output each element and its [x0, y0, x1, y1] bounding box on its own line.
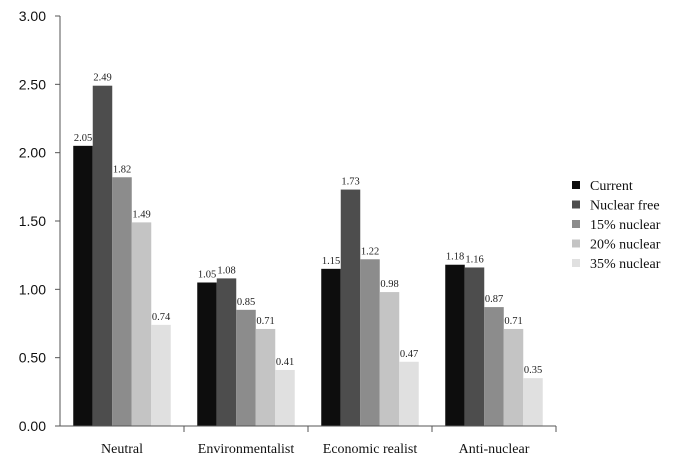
data-label: 0.71: [256, 316, 274, 327]
y-tick-label: 3.00: [19, 8, 46, 24]
y-axis: 0.00 0.50 1.00 1.50 2.00 2.50 3.00: [19, 8, 61, 434]
data-label: 1.73: [341, 177, 359, 188]
bar: [92, 85, 113, 426]
data-label: 0.71: [504, 316, 522, 327]
bar: [360, 259, 380, 426]
legend-swatch: [572, 200, 580, 209]
data-label: 1.22: [361, 246, 379, 257]
bar: [236, 309, 256, 426]
bar: [112, 177, 132, 426]
bar: [484, 307, 504, 426]
data-label: 0.87: [485, 294, 503, 305]
data-label: 0.74: [152, 312, 171, 323]
x-category-label: Economic realist: [323, 442, 418, 457]
data-label: 0.47: [400, 349, 418, 360]
bar: [340, 189, 361, 426]
data-label: 1.82: [113, 164, 131, 175]
y-tick-label: 0.50: [19, 350, 46, 366]
legend-label: 20% nuclear: [590, 238, 661, 253]
bar: [523, 378, 543, 426]
legend-swatch: [572, 220, 580, 228]
legend-label: 15% nuclear: [590, 218, 661, 233]
data-label: 1.18: [446, 252, 464, 263]
bar: [464, 267, 485, 426]
legend-label: Current: [590, 179, 633, 194]
data-label: 1.08: [217, 265, 235, 276]
y-tick-label: 2.00: [19, 145, 46, 161]
bar: [131, 222, 152, 426]
bar: [151, 324, 171, 426]
data-label: 0.35: [524, 365, 542, 376]
legend-swatch: [572, 259, 580, 267]
y-tick-label: 2.50: [19, 76, 46, 92]
bar: [216, 278, 237, 426]
bars: 2.052.491.821.490.741.05 1.080.850.710.41…: [73, 73, 543, 427]
data-label: 1.49: [132, 209, 150, 220]
y-tick-label: 1.50: [19, 213, 46, 229]
bar: [321, 268, 341, 426]
legend-swatch: [572, 239, 580, 248]
data-label: 2.49: [93, 73, 111, 84]
bar: [445, 264, 465, 426]
data-label: 0.85: [237, 297, 255, 308]
bar: [379, 292, 400, 426]
data-label: 1.16: [465, 254, 483, 265]
legend-label: 35% nuclear: [590, 257, 661, 272]
x-category-label: Environmentalist: [198, 442, 295, 457]
legend: Current Nuclear free 15% nuclear 20% nuclea…: [572, 179, 661, 272]
x-category-label: Anti-nuclear: [459, 442, 530, 457]
data-label: 0.41: [276, 357, 294, 368]
data-label: 1.15: [322, 256, 340, 267]
bar: [197, 282, 217, 426]
legend-swatch: [572, 181, 580, 189]
data-label: 0.98: [380, 279, 398, 290]
y-tick-label: 0.00: [19, 418, 46, 434]
x-axis: Neutral Environmentalist Economic realist A…: [60, 425, 557, 457]
bar: [255, 328, 276, 426]
bar: [275, 369, 295, 426]
y-tick-label: 1.00: [19, 281, 46, 297]
bar: [399, 361, 419, 426]
bar: [503, 328, 524, 426]
x-category-label: Neutral: [101, 442, 143, 457]
data-label: 2.05: [74, 133, 92, 144]
bar: [73, 145, 93, 427]
legend-label: Nuclear free: [590, 199, 660, 214]
data-label: 1.05: [198, 270, 216, 281]
